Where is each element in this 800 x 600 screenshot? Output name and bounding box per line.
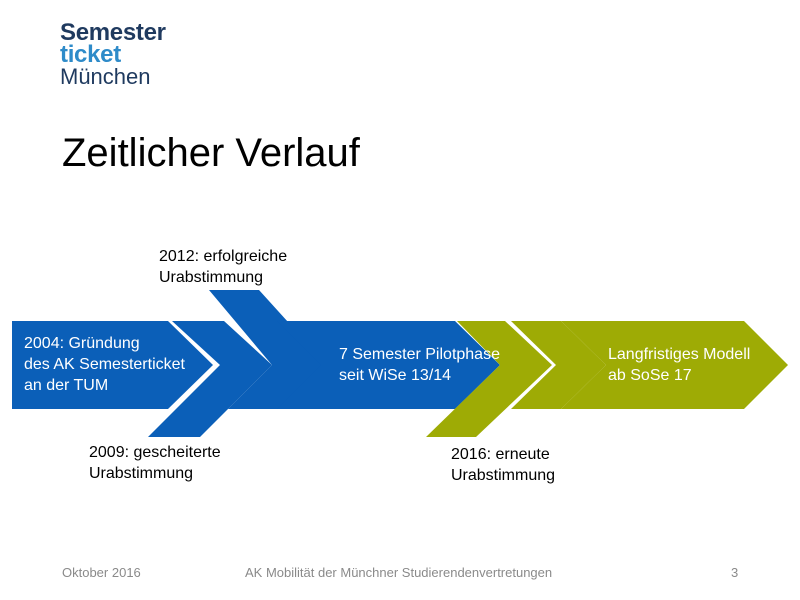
logo: Semester ticket München bbox=[60, 19, 166, 89]
block-founding-text: 2004: Gründung des AK Semesterticket an … bbox=[24, 333, 185, 396]
footer-page-number: 3 bbox=[731, 565, 739, 580]
block-founding-line1: 2004: Gründung bbox=[24, 335, 140, 352]
block-longterm-line2: ab SoSe 17 bbox=[608, 367, 692, 384]
block-pilot-line1: 7 Semester Pilotphase bbox=[339, 346, 500, 363]
logo-text-semester: Semester bbox=[60, 19, 166, 46]
label-2016-line1: 2016: erneute bbox=[451, 446, 550, 463]
label-2009-line2: Urabstimmung bbox=[89, 465, 194, 482]
logo-text-muenchen: München bbox=[60, 64, 151, 89]
label-2009-line1: 2009: gescheiterte bbox=[89, 444, 221, 461]
block-founding-line3: an der TUM bbox=[24, 377, 109, 394]
label-2009: 2009: gescheiterte Urabstimmung bbox=[89, 442, 221, 484]
block-pilot-line2: seit WiSe 13/14 bbox=[339, 367, 452, 384]
slide-title: Zeitlicher Verlauf bbox=[62, 131, 360, 175]
block-longterm-line1: Langfristiges Modell bbox=[608, 346, 751, 363]
label-2016: 2016: erneute Urabstimmung bbox=[451, 444, 555, 486]
block-founding-line2: des AK Semesterticket bbox=[24, 356, 185, 373]
chevron-2016-a bbox=[426, 321, 552, 437]
logo-text-ticket: ticket bbox=[60, 41, 121, 68]
label-2016-line2: Urabstimmung bbox=[451, 467, 556, 484]
timeline-block-longterm bbox=[561, 321, 788, 409]
label-2012-line1: 2012: erfolgreiche bbox=[159, 248, 288, 265]
footer-center: AK Mobilität der Münchner Studierendenve… bbox=[245, 565, 553, 580]
timeline-block-pilot bbox=[277, 321, 500, 409]
chevron-2016-b bbox=[511, 321, 606, 409]
label-2012: 2012: erfolgreiche Urabstimmung bbox=[159, 246, 287, 288]
chevron-2012 bbox=[209, 290, 327, 409]
block-pilot-text: 7 Semester Pilotphase seit WiSe 13/14 bbox=[339, 344, 500, 386]
label-2012-line2: Urabstimmung bbox=[159, 269, 264, 286]
timeline-block-founding bbox=[12, 321, 213, 409]
block-longterm-text: Langfristiges Modell ab SoSe 17 bbox=[608, 344, 750, 386]
footer-date: Oktober 2016 bbox=[62, 565, 141, 580]
chevron-2009 bbox=[148, 321, 272, 437]
